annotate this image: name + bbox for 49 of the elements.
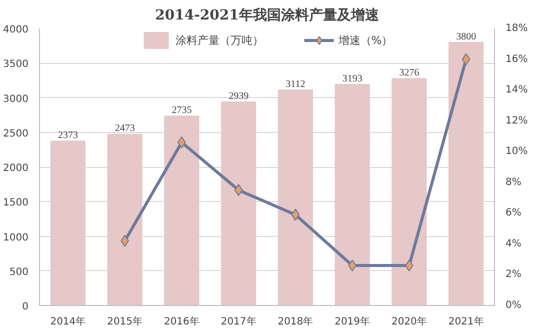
bar xyxy=(448,42,484,306)
y-tick-label: 3500 xyxy=(3,59,29,70)
x-tick-label: 2021年 xyxy=(448,316,484,328)
y-tick-label: 4000 xyxy=(3,24,29,36)
y-tick-label: 3000 xyxy=(3,94,29,105)
bar xyxy=(334,84,370,306)
point xyxy=(234,184,243,196)
y2-tick-label: 8% xyxy=(506,176,522,188)
y2-tick-label: 14% xyxy=(506,84,528,96)
y-tick-label: 1500 xyxy=(3,198,29,209)
y2-tick-label: 2% xyxy=(506,269,522,280)
chart-title: 2014-2021年我国涂料产量及增速 xyxy=(155,6,380,24)
x-tick-label: 2019年 xyxy=(334,316,370,328)
data-label: 2939 xyxy=(228,90,249,102)
data-label: 3193 xyxy=(342,73,362,84)
y2-tick-label: 12% xyxy=(506,115,528,126)
data-label: 3800 xyxy=(456,31,476,42)
point xyxy=(462,53,470,66)
legend-label: 涂料产量（万吨） xyxy=(175,32,264,48)
x-tick-label: 2020年 xyxy=(391,316,427,328)
bar xyxy=(221,101,256,306)
y-tick-label: 500 xyxy=(9,266,29,278)
x-tick-label: 2017年 xyxy=(220,316,256,328)
point xyxy=(291,208,300,221)
x-tick-label: 2018年 xyxy=(278,316,314,328)
x-tick-label: 2015年 xyxy=(107,316,143,328)
legend-label: 增速（%） xyxy=(338,32,393,48)
bar xyxy=(392,78,427,306)
bar xyxy=(278,89,313,306)
data-label: 2373 xyxy=(58,130,78,142)
y2-tick-label: 16% xyxy=(506,54,528,65)
y2-tick-label: 6% xyxy=(506,208,522,219)
x-tick-label: 2014年 xyxy=(50,316,86,328)
y-tick-label: 1000 xyxy=(3,232,29,244)
bar xyxy=(50,140,86,306)
x-tick-label: 2016年 xyxy=(164,316,200,328)
y-tick-label: 2000 xyxy=(3,163,29,174)
y2-tick-label: 4% xyxy=(506,238,522,250)
data-label: 2473 xyxy=(114,123,135,134)
y2-tick-label: 10% xyxy=(506,146,528,158)
y-tick-label: 2500 xyxy=(3,128,29,140)
bar xyxy=(164,116,200,306)
y2-tick-label: 18% xyxy=(506,23,528,34)
y-tick-label: 0 xyxy=(22,302,29,312)
data-label: 2735 xyxy=(172,105,192,116)
y2-tick-label: 0% xyxy=(506,300,522,311)
bar xyxy=(107,134,142,306)
data-label: 3112 xyxy=(286,78,306,90)
data-label: 3276 xyxy=(399,68,420,79)
